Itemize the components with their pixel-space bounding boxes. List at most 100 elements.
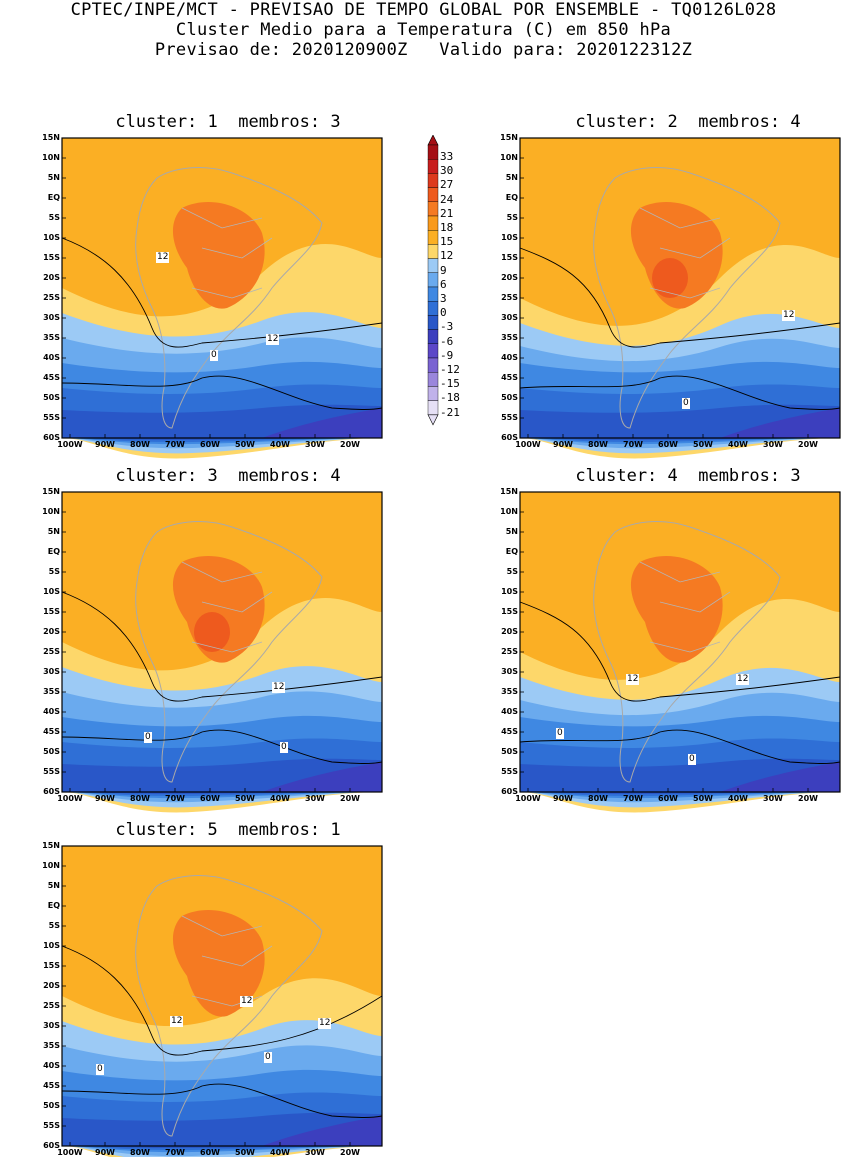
- lat-tick-label: 15S: [43, 607, 60, 616]
- contour-label: 0: [96, 1064, 104, 1075]
- contour-label: 0: [264, 1052, 272, 1063]
- lat-tick-label: 15N: [42, 133, 60, 142]
- lat-tick-label: 25S: [43, 293, 60, 302]
- lon-tick-label: 90W: [553, 440, 573, 449]
- colorbar-tick-label: 15: [440, 235, 454, 249]
- colorbar-tick-label: 21: [440, 206, 454, 220]
- lat-tick-label: 15N: [42, 487, 60, 496]
- lon-tick-label: 100W: [57, 794, 83, 803]
- lat-tick-label: 50S: [501, 747, 518, 756]
- lon-tick-label: 20W: [340, 440, 360, 449]
- lat-tick-label: 10N: [42, 153, 60, 162]
- lat-tick-label: 55S: [43, 1121, 60, 1130]
- lat-tick-label: EQ: [47, 193, 60, 202]
- contour-label: 12: [318, 1018, 332, 1029]
- lat-tick-label: 5S: [506, 213, 518, 222]
- lat-tick-label: EQ: [47, 547, 60, 556]
- colorbar-segment: [427, 272, 439, 288]
- lat-tick-label: 55S: [501, 413, 518, 422]
- lon-tick-label: 60W: [658, 794, 678, 803]
- lat-tick-label: 10N: [500, 507, 518, 516]
- contour-label: 12: [240, 996, 254, 1007]
- lon-tick-label: 100W: [57, 1148, 83, 1157]
- lon-tick-label: 40W: [270, 1148, 290, 1157]
- colorbar-tick-label: 0: [440, 306, 447, 320]
- header-title-line3: Previsao de: 2020120900Z Valido para: 20…: [154, 40, 693, 60]
- lon-tick-label: 30W: [763, 794, 783, 803]
- lon-tick-label: 70W: [165, 1148, 185, 1157]
- lat-tick-label: EQ: [47, 901, 60, 910]
- panel-title-cluster-1: cluster: 1 membros: 3: [115, 112, 341, 132]
- colorbar-tick-label: -9: [440, 348, 454, 362]
- lat-tick-label: 20S: [501, 273, 518, 282]
- temperature-map-cluster-4: [519, 491, 841, 813]
- colorbar-tick-label: 12: [440, 249, 454, 263]
- lat-tick-label: 35S: [43, 333, 60, 342]
- lat-tick-label: 15S: [43, 961, 60, 970]
- lat-tick-label: 60S: [43, 433, 60, 442]
- lon-tick-label: 80W: [130, 794, 150, 803]
- lat-tick-label: 15S: [501, 253, 518, 262]
- lon-tick-label: 40W: [728, 440, 748, 449]
- colorbar-tick-label: 30: [440, 164, 454, 178]
- colorbar-tick-label: -12: [440, 363, 460, 376]
- lat-tick-label: 15S: [43, 253, 60, 262]
- lat-tick-label: 30S: [43, 313, 60, 322]
- lat-tick-label: 30S: [501, 667, 518, 676]
- colorbar-segment: [427, 159, 439, 174]
- panel-title-cluster-4: cluster: 4 membros: 3: [575, 466, 801, 486]
- colorbar-legend: 33 30 27 24 21 18 15 12 9 6 3 0 -3 -6 -9 -12 -15 -18 -21: [424, 134, 484, 440]
- colorbar-segment: [427, 215, 439, 231]
- lon-tick-label: 40W: [728, 794, 748, 803]
- lat-tick-label: 15S: [501, 607, 518, 616]
- map-graphic: [61, 491, 383, 813]
- lat-tick-label: 45S: [501, 373, 518, 382]
- contour-label: 0: [210, 350, 218, 361]
- lat-tick-label: 20S: [43, 627, 60, 636]
- lon-tick-label: 90W: [95, 1148, 115, 1157]
- temperature-map-cluster-5: [61, 845, 383, 1157]
- lat-tick-label: 25S: [501, 647, 518, 656]
- colorbar-segment: [427, 386, 439, 401]
- lon-tick-label: 50W: [235, 794, 255, 803]
- lat-tick-label: 60S: [501, 433, 518, 442]
- lat-tick-label: 5N: [505, 173, 518, 182]
- lat-tick-label: 60S: [43, 1141, 60, 1150]
- colorbar-segment: [427, 144, 439, 160]
- map-graphic: [519, 137, 841, 459]
- lat-tick-label: 5N: [47, 173, 60, 182]
- lon-tick-label: 90W: [95, 440, 115, 449]
- lat-tick-label: 40S: [501, 707, 518, 716]
- lat-tick-label: 10S: [501, 233, 518, 242]
- colorbar-segment: [427, 173, 439, 188]
- lat-tick-label: 60S: [501, 787, 518, 796]
- lat-tick-label: EQ: [505, 193, 518, 202]
- lat-tick-label: 10S: [501, 587, 518, 596]
- colorbar-segment: [427, 286, 439, 302]
- lat-tick-label: 35S: [43, 1041, 60, 1050]
- lat-tick-label: 10N: [42, 507, 60, 516]
- lon-tick-label: 60W: [200, 1148, 220, 1157]
- lat-tick-label: 55S: [43, 767, 60, 776]
- lon-tick-label: 50W: [693, 794, 713, 803]
- lon-tick-label: 30W: [305, 1148, 325, 1157]
- contour-label: 12: [626, 674, 640, 685]
- lon-tick-label: 80W: [130, 1148, 150, 1157]
- lon-tick-label: 80W: [588, 440, 608, 449]
- colorbar-segment: [427, 400, 439, 416]
- contour-label: 0: [682, 398, 690, 409]
- lon-tick-label: 40W: [270, 440, 290, 449]
- lat-tick-label: 5S: [48, 213, 60, 222]
- lat-tick-label: 60S: [43, 787, 60, 796]
- contour-label: 12: [736, 674, 750, 685]
- lon-tick-label: 30W: [763, 440, 783, 449]
- contour-label: 12: [170, 1016, 184, 1027]
- lat-tick-label: 25S: [43, 647, 60, 656]
- colorbar-tick-label: 3: [440, 292, 447, 305]
- panel-title-cluster-2: cluster: 2 membros: 4: [575, 112, 801, 132]
- lon-tick-label: 20W: [340, 794, 360, 803]
- lon-tick-label: 30W: [305, 440, 325, 449]
- contour-label: 0: [144, 732, 152, 743]
- lat-tick-label: 25S: [501, 293, 518, 302]
- lat-tick-label: 50S: [43, 747, 60, 756]
